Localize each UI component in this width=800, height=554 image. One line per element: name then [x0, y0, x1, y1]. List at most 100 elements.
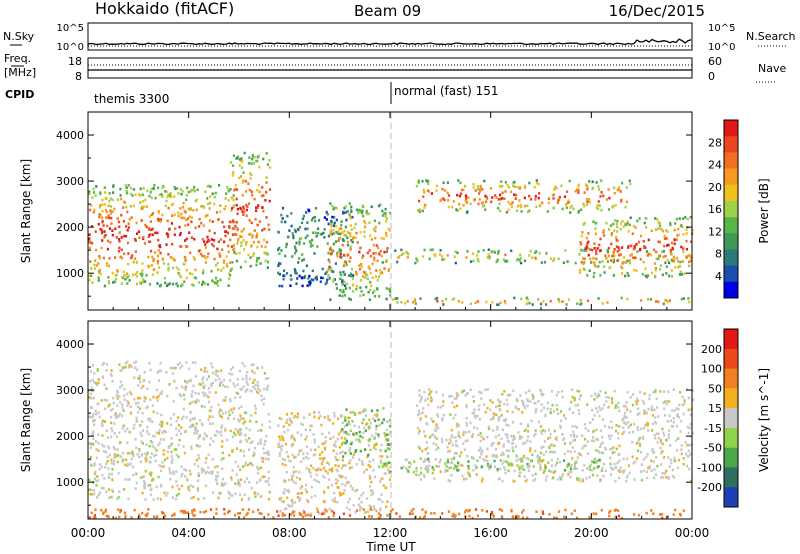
echo-cell	[179, 188, 182, 191]
echo-cell	[644, 267, 647, 271]
echo-cell	[424, 458, 427, 461]
echo-cell	[229, 161, 233, 164]
echo-cell	[381, 465, 384, 468]
echo-cell	[529, 440, 532, 443]
echo-cell	[154, 459, 157, 463]
echo-cell	[92, 414, 95, 418]
echo-cell	[278, 272, 281, 276]
echo-cell	[238, 484, 242, 487]
echo-cell	[141, 207, 144, 210]
echo-cell	[313, 453, 317, 457]
echo-cell	[350, 205, 353, 209]
echo-cell	[623, 414, 626, 418]
echo-cell	[519, 422, 522, 425]
echo-cell	[414, 302, 417, 305]
time-axis-label: Time UT	[365, 540, 416, 554]
echo-cell	[109, 197, 112, 201]
echo-cell	[489, 187, 492, 190]
echo-cell	[459, 192, 463, 196]
echo-cell	[162, 465, 165, 468]
echo-cell	[248, 156, 251, 159]
echo-cell	[246, 440, 249, 443]
echo-cell	[361, 204, 364, 207]
echo-cell	[233, 513, 237, 517]
echo-cell	[379, 507, 382, 510]
echo-cell	[133, 376, 136, 379]
echo-cell	[412, 507, 415, 511]
echo-cell	[478, 189, 482, 193]
echo-cell	[240, 241, 243, 244]
echo-cell	[618, 425, 621, 428]
echo-cell	[167, 194, 170, 197]
echo-cell	[639, 442, 642, 446]
echo-cell	[628, 261, 631, 265]
echo-cell	[310, 475, 313, 478]
echo-cell	[597, 450, 600, 453]
echo-cell	[105, 462, 108, 465]
echo-cell	[462, 442, 465, 445]
echo-cell	[364, 276, 367, 279]
echo-cell	[287, 455, 290, 458]
echo-cell	[422, 430, 425, 433]
echo-cell	[524, 186, 527, 189]
echo-cell	[150, 188, 153, 191]
echo-cell	[185, 198, 188, 202]
echo-cell	[430, 396, 433, 399]
echo-cell	[131, 254, 134, 257]
echo-cell	[458, 512, 461, 516]
echo-cell	[93, 492, 96, 496]
echo-cell	[247, 253, 250, 257]
echo-cell	[451, 436, 454, 439]
echo-cell	[528, 181, 531, 185]
echo-cell	[280, 496, 283, 500]
echo-cell	[230, 267, 233, 271]
echo-cell	[109, 212, 113, 215]
echo-cell	[637, 438, 640, 442]
echo-cell	[673, 456, 676, 460]
echo-cell	[553, 429, 556, 433]
echo-cell	[460, 463, 463, 467]
echo-cell	[238, 176, 241, 180]
echo-cell	[432, 442, 435, 445]
echo-cell	[348, 514, 352, 517]
echo-cell	[184, 224, 187, 227]
echo-cell	[647, 429, 650, 432]
echo-cell	[376, 259, 379, 263]
echo-cell	[339, 277, 342, 281]
echo-cell	[289, 513, 292, 516]
echo-cell	[214, 378, 217, 382]
echo-cell	[151, 420, 154, 424]
echo-cell	[146, 430, 149, 433]
echo-cell	[260, 194, 264, 198]
echo-cell	[337, 230, 340, 233]
echo-cell	[286, 428, 289, 432]
echo-cell	[157, 395, 160, 398]
echo-cell	[227, 199, 230, 202]
echo-cell	[283, 479, 286, 482]
echo-cell	[361, 209, 364, 213]
echo-cell	[114, 227, 117, 231]
echo-cell	[283, 274, 286, 278]
echo-cell	[246, 463, 250, 467]
echo-cell	[629, 254, 632, 257]
echo-cell	[219, 210, 222, 214]
echo-cell	[252, 510, 255, 514]
echo-cell	[97, 479, 100, 482]
echo-cell	[652, 422, 655, 426]
echo-cell	[476, 514, 479, 518]
echo-cell	[263, 451, 266, 455]
echo-cell	[503, 390, 506, 393]
echo-cell	[355, 488, 358, 492]
echo-cell	[578, 253, 581, 256]
echo-cell	[689, 216, 692, 219]
echo-cell	[582, 223, 585, 226]
echo-cell	[419, 417, 422, 420]
echo-cell	[459, 181, 462, 185]
echo-cell	[98, 255, 101, 258]
echo-cell	[654, 274, 657, 278]
echo-cell	[433, 435, 436, 439]
echo-cell	[435, 184, 438, 188]
echo-cell	[327, 274, 330, 277]
echo-cell	[293, 268, 296, 271]
echo-cell	[331, 249, 335, 253]
